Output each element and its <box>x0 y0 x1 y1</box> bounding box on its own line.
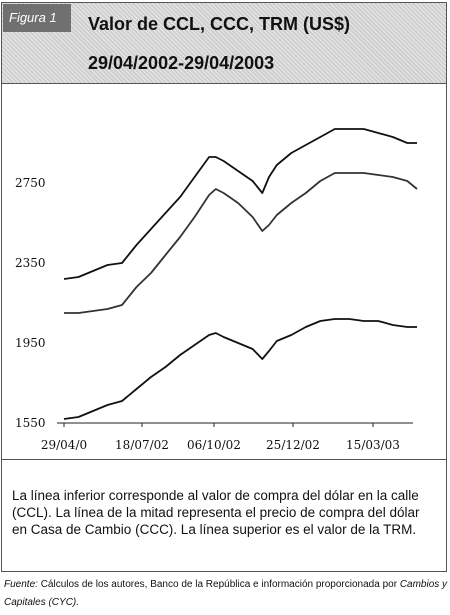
figure-frame: Figura 1 Valor de CCL, CCC, TRM (US$) 29… <box>1 2 447 572</box>
x-tick-label: 29/04/0 <box>41 438 87 452</box>
x-tick-label: 06/10/02 <box>187 438 241 452</box>
x-tick-label: 18/07/02 <box>115 438 169 452</box>
series-line-trm <box>63 128 417 280</box>
source-lead: Fuente: <box>4 579 38 590</box>
y-tick-label: 1550 <box>15 416 46 430</box>
y-tick-label: 2350 <box>15 256 46 270</box>
source-italic: Cambios y Capitales (CYC). <box>4 579 448 608</box>
series-line-ccl <box>63 318 417 420</box>
source-text: Cálculos de los autores, Banco de la Rep… <box>37 579 400 590</box>
x-tick-label: 15/03/03 <box>346 438 400 452</box>
figure-badge: Figura 1 <box>3 4 71 32</box>
figure-source: Fuente: Cálculos de los autores, Banco d… <box>4 576 448 612</box>
x-tick-label: 25/12/02 <box>266 438 320 452</box>
tick-labels: 1550 1950 2350 2750 29/04/0 18/07/02 06/10/02 2… <box>15 176 400 452</box>
series-line-ccc <box>64 172 418 314</box>
line-chart: 1550 1950 2350 2750 29/04/0 18/07/02 06/10/02 2… <box>15 128 418 452</box>
chart-subtitle: 29/04/2002-29/04/2003 <box>88 53 275 73</box>
chart-title: Valor de CCL, CCC, TRM (US$) <box>88 14 351 34</box>
y-tick-label: 2750 <box>15 176 46 190</box>
series-group <box>63 128 418 420</box>
figure-header: Figura 1 Valor de CCL, CCC, TRM (US$) 29… <box>2 3 446 84</box>
y-tick-label: 1950 <box>15 336 46 350</box>
figure-caption: La línea inferior corresponde al valor d… <box>2 459 446 571</box>
